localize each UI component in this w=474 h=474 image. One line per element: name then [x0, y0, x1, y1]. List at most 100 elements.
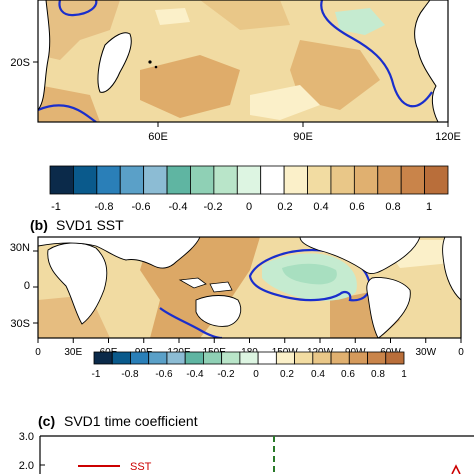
madagascar-landmass	[97, 32, 132, 93]
colorbar-swatch	[166, 165, 191, 195]
colorbar-swatch	[130, 351, 150, 365]
colorbar-swatch	[275, 351, 295, 365]
top-map-warm-patch	[38, 0, 120, 60]
colorbar-swatch	[148, 351, 168, 365]
top-colorbar	[49, 165, 449, 195]
top-map-pale-patch	[250, 85, 320, 120]
colorbar-tick-label: -1	[92, 369, 101, 380]
colorbar-swatch	[119, 165, 145, 195]
colorbar-swatch	[294, 351, 314, 365]
colorbar-swatch	[307, 165, 332, 195]
panel-c-title: SVD1 time coefficient	[64, 413, 198, 429]
maritime-continent	[178, 277, 207, 289]
colorbar-swatch	[166, 351, 186, 365]
colorbar-swatch	[312, 351, 332, 365]
top-map-warm-patch	[200, 0, 290, 30]
panel-b-lon-label: 0	[35, 347, 41, 358]
panel-b-lon-label: 30E	[64, 347, 82, 358]
colorbar-tick-label: -0.6	[155, 369, 173, 380]
colorbar-swatch	[49, 165, 74, 195]
colorbar-tick-label: -0.4	[169, 201, 188, 213]
top-lon-label: 90E	[293, 131, 313, 143]
panel-b-lat-label: 0	[24, 280, 30, 292]
panel-c-ytick-label: 3.0	[19, 431, 34, 443]
legend-sst-label: SST	[130, 461, 152, 473]
panel-b: (b) SVD1 SST	[10, 217, 464, 358]
colorbar-tick-label: 0.8	[385, 201, 400, 213]
colorbar-swatch	[73, 165, 98, 195]
panel-b-colorbar	[93, 351, 405, 365]
colorbar-tick-label: 0.2	[277, 201, 292, 213]
africa-east-edge-landmass	[442, 237, 461, 301]
colorbar-swatch	[221, 351, 241, 365]
top-lat-label: 20S	[10, 57, 30, 69]
colorbar-swatch	[143, 165, 168, 195]
top-map-pale-patch	[155, 8, 190, 25]
panel-b-title: SVD1 SST	[56, 217, 124, 233]
colorbar-swatch	[424, 165, 449, 195]
colorbar-tick-label: 0	[246, 201, 252, 213]
colorbar-tick-label: -1	[51, 201, 61, 213]
colorbar-tick-label: 0.2	[280, 369, 294, 380]
panel-b-letter: (b)	[30, 217, 48, 233]
panel-b-lat-label: 30S	[10, 318, 30, 330]
colorbar-tick-label: -0.4	[186, 369, 204, 380]
africa-landmass	[47, 242, 108, 325]
australia-landmass	[414, 0, 448, 122]
colorbar-tick-label: -0.6	[132, 201, 151, 213]
panel-b-lon-label: 30W	[415, 347, 436, 358]
colorbar-tick-label: 0.6	[341, 369, 355, 380]
colorbar-tick-label: 1	[401, 369, 407, 380]
colorbar-tick-label: -0.8	[121, 369, 139, 380]
top-map-contour	[58, 0, 98, 17]
colorbar-swatch	[239, 351, 259, 365]
colorbar-swatch	[93, 351, 113, 365]
top-map-contour	[320, 0, 433, 108]
colorbar-swatch	[348, 351, 368, 365]
colorbar-swatch	[385, 351, 405, 365]
top-map-contour	[38, 104, 97, 122]
colorbar-tick-label: 0.4	[313, 201, 328, 213]
north-america-landmass	[299, 237, 421, 275]
top-colorbar-labels: -1 -0.8 -0.6 -0.4 -0.2 0 0.2 0.4 0.6 0.8…	[51, 201, 432, 213]
colorbar-tick-label: 0	[253, 369, 259, 380]
top-map-panel: 20S 60E 90E 120E	[10, 0, 461, 143]
colorbar-swatch	[203, 351, 223, 365]
colorbar-swatch	[184, 351, 204, 365]
panel-c-letter: (c)	[38, 413, 55, 429]
colorbar-tick-label: 0.6	[349, 201, 364, 213]
colorbar-swatch	[257, 351, 277, 365]
colorbar-swatch	[367, 351, 387, 365]
top-lon-label: 60E	[148, 131, 168, 143]
south-america-landmass	[366, 277, 411, 338]
australia-landmass	[195, 295, 242, 327]
colorbar-swatch	[190, 165, 215, 195]
colorbar-tick-label: -0.8	[95, 201, 114, 213]
panel-b-contour	[248, 248, 371, 302]
top-map-warm-patch	[290, 40, 380, 110]
panel-c: (c) SVD1 time coefficient 3.0 2.0 SST	[19, 413, 474, 474]
colorbar-swatch	[400, 165, 425, 195]
colorbar-tick-label: -0.2	[204, 201, 223, 213]
eurasia-landmass	[38, 237, 201, 269]
panel-b-colorbar-labels: -1 -0.8 -0.6 -0.4 -0.2 0 0.2 0.4 0.6 0.8 1	[92, 369, 408, 380]
panel-b-lat-label: 30N	[10, 242, 30, 254]
colorbar-swatch	[213, 165, 238, 195]
panel-b-ticks	[33, 250, 462, 343]
top-lon-label: 120E	[435, 131, 461, 143]
africa-landmass	[38, 0, 51, 111]
top-map-negative-patch	[335, 8, 385, 35]
colorbar-swatch	[96, 165, 121, 195]
top-map-warm-patch	[140, 55, 240, 118]
colorbar-tick-label: 0.4	[311, 369, 325, 380]
colorbar-swatch	[353, 165, 379, 195]
top-map-ticks	[33, 61, 449, 127]
panel-c-ytick-label: 2.0	[19, 460, 34, 472]
colorbar-tick-label: -0.2	[217, 369, 235, 380]
colorbar-swatch	[330, 165, 355, 195]
colorbar-swatch	[260, 165, 285, 195]
colorbar-swatch	[236, 165, 262, 195]
island-marker	[148, 60, 152, 64]
colorbar-tick-label: 0.8	[371, 369, 385, 380]
panel-b-lon-label: 0	[458, 347, 464, 358]
